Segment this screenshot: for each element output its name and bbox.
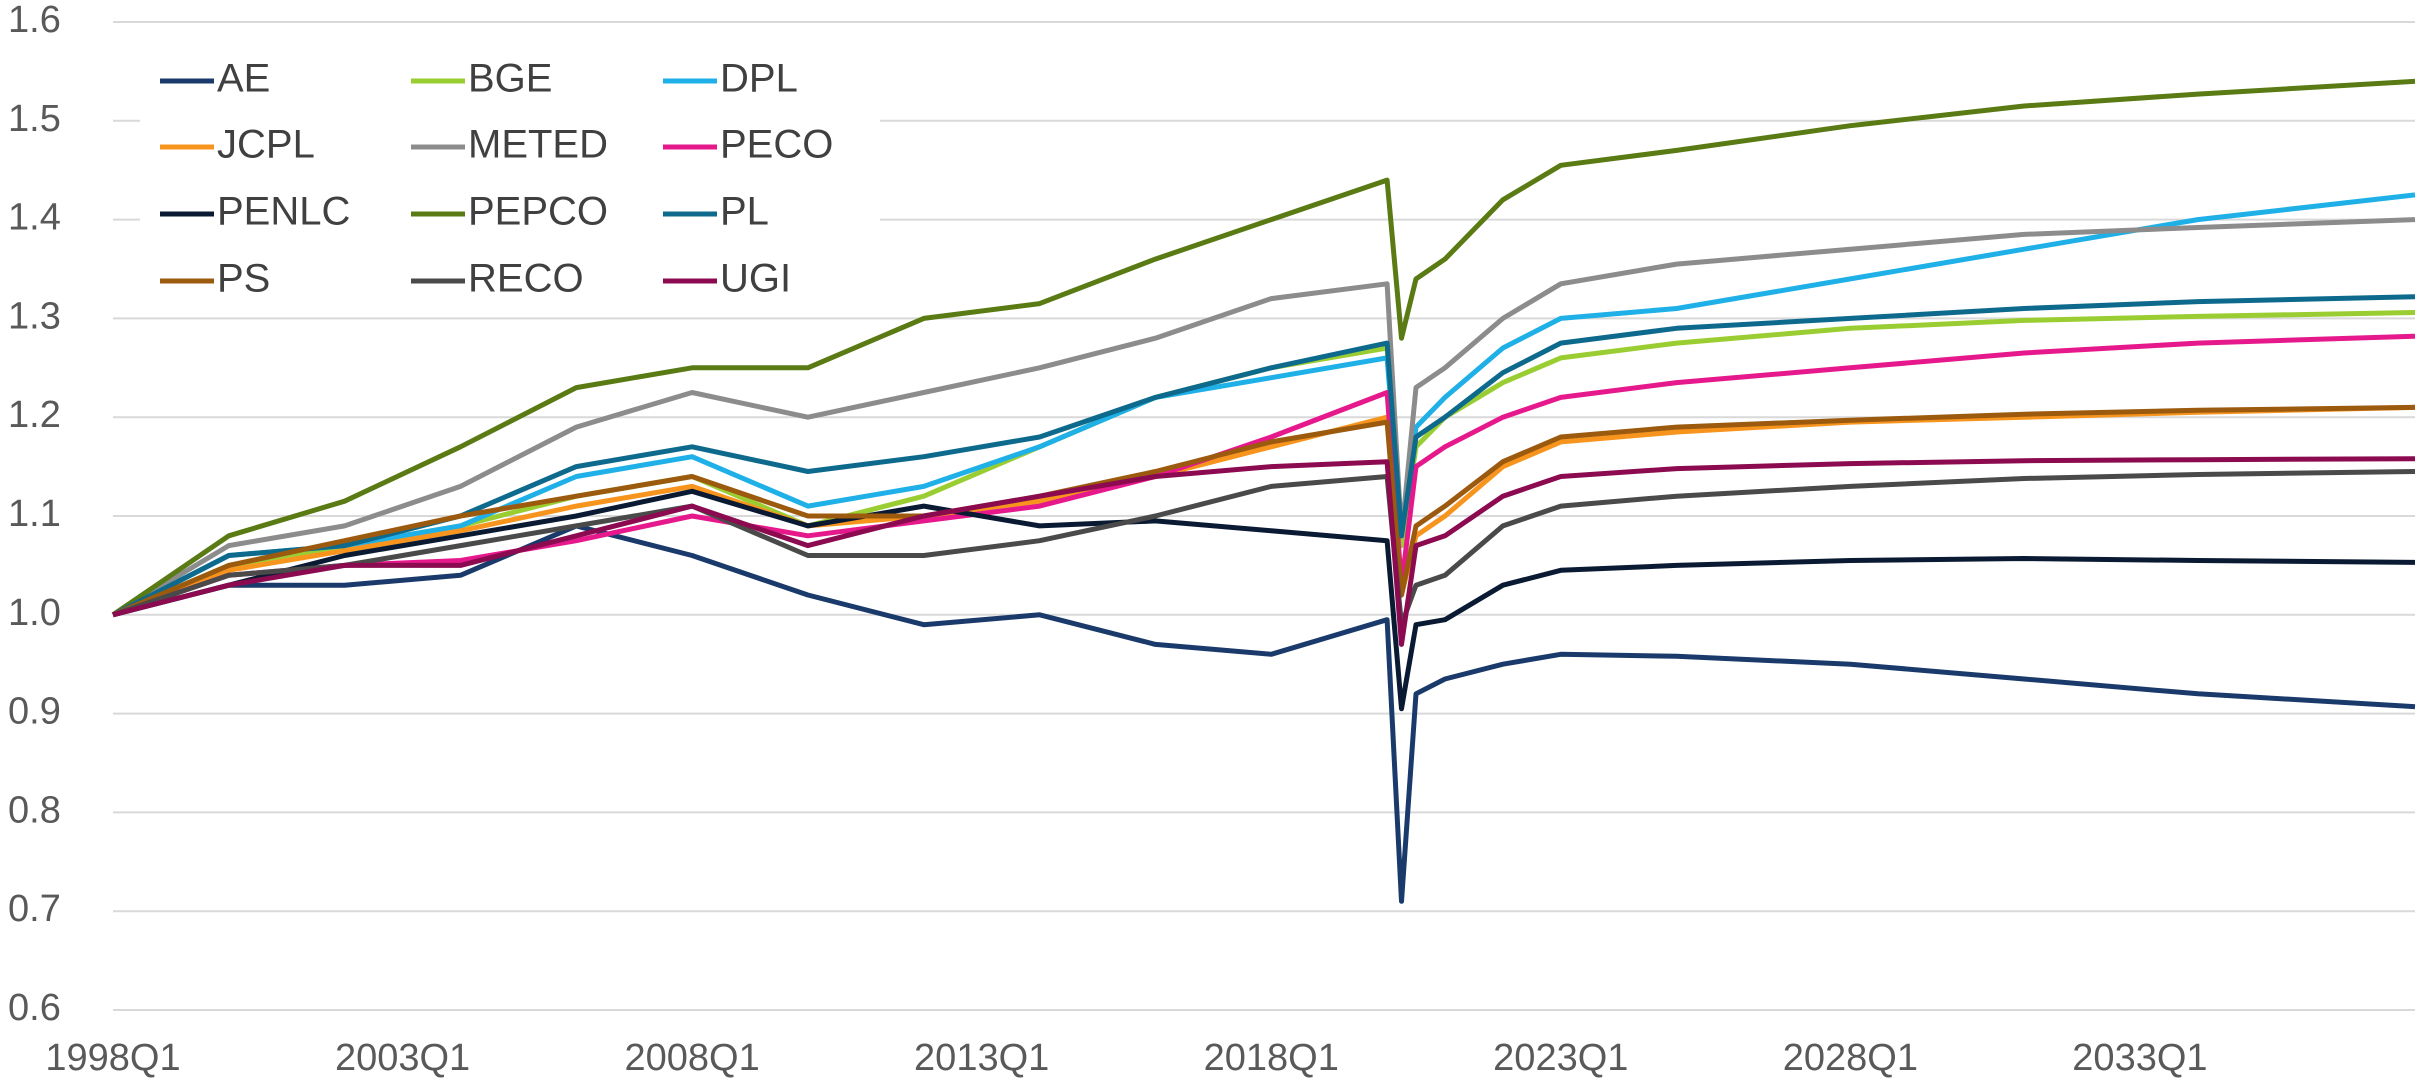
legend-label: BGE xyxy=(468,57,552,101)
y-tick-label: 0.7 xyxy=(8,888,61,930)
x-tick-label: 2008Q1 xyxy=(625,1037,760,1079)
legend-label: PENLC xyxy=(217,190,350,234)
legend-label: PL xyxy=(720,190,769,234)
y-tick-label: 0.6 xyxy=(8,987,61,1029)
legend: AE BGE DPL JCPL METED PECO PENLC PEPCO PL PS RECO U… xyxy=(140,45,880,317)
legend-label: AE xyxy=(217,57,270,101)
y-tick-label: 1.2 xyxy=(8,394,61,436)
legend-label: UGI xyxy=(720,257,791,301)
legend-label: PECO xyxy=(720,123,833,167)
y-tick-label: 1.1 xyxy=(8,493,61,535)
y-tick-label: 1.0 xyxy=(8,592,61,634)
x-tick-label: 2003Q1 xyxy=(335,1037,470,1079)
x-tick-label: 2013Q1 xyxy=(914,1037,1049,1079)
y-tick-label: 0.9 xyxy=(8,691,61,733)
y-tick-label: 1.5 xyxy=(8,98,61,140)
legend-label: JCPL xyxy=(217,123,315,167)
x-tick-label: 2023Q1 xyxy=(1493,1037,1628,1079)
legend-label: PS xyxy=(217,257,270,301)
y-tick-label: 0.8 xyxy=(8,789,61,831)
x-tick-label: 2028Q1 xyxy=(1783,1037,1918,1079)
legend-label: RECO xyxy=(468,257,584,301)
y-tick-label: 1.6 xyxy=(8,0,61,41)
x-tick-label: 2018Q1 xyxy=(1204,1037,1339,1079)
x-tick-label: 1998Q1 xyxy=(45,1037,180,1079)
y-tick-label: 1.3 xyxy=(8,295,61,337)
chart: 0.6 0.7 0.8 0.9 1.0 1.1 1.2 1.3 1.4 1.5 1.6 1998Q1 2… xyxy=(0,0,2433,1082)
legend-label: PEPCO xyxy=(468,190,608,234)
legend-label: METED xyxy=(468,123,608,167)
y-tick-label: 1.4 xyxy=(8,197,61,239)
legend-label: DPL xyxy=(720,57,798,101)
x-tick-label: 2033Q1 xyxy=(2072,1037,2207,1079)
